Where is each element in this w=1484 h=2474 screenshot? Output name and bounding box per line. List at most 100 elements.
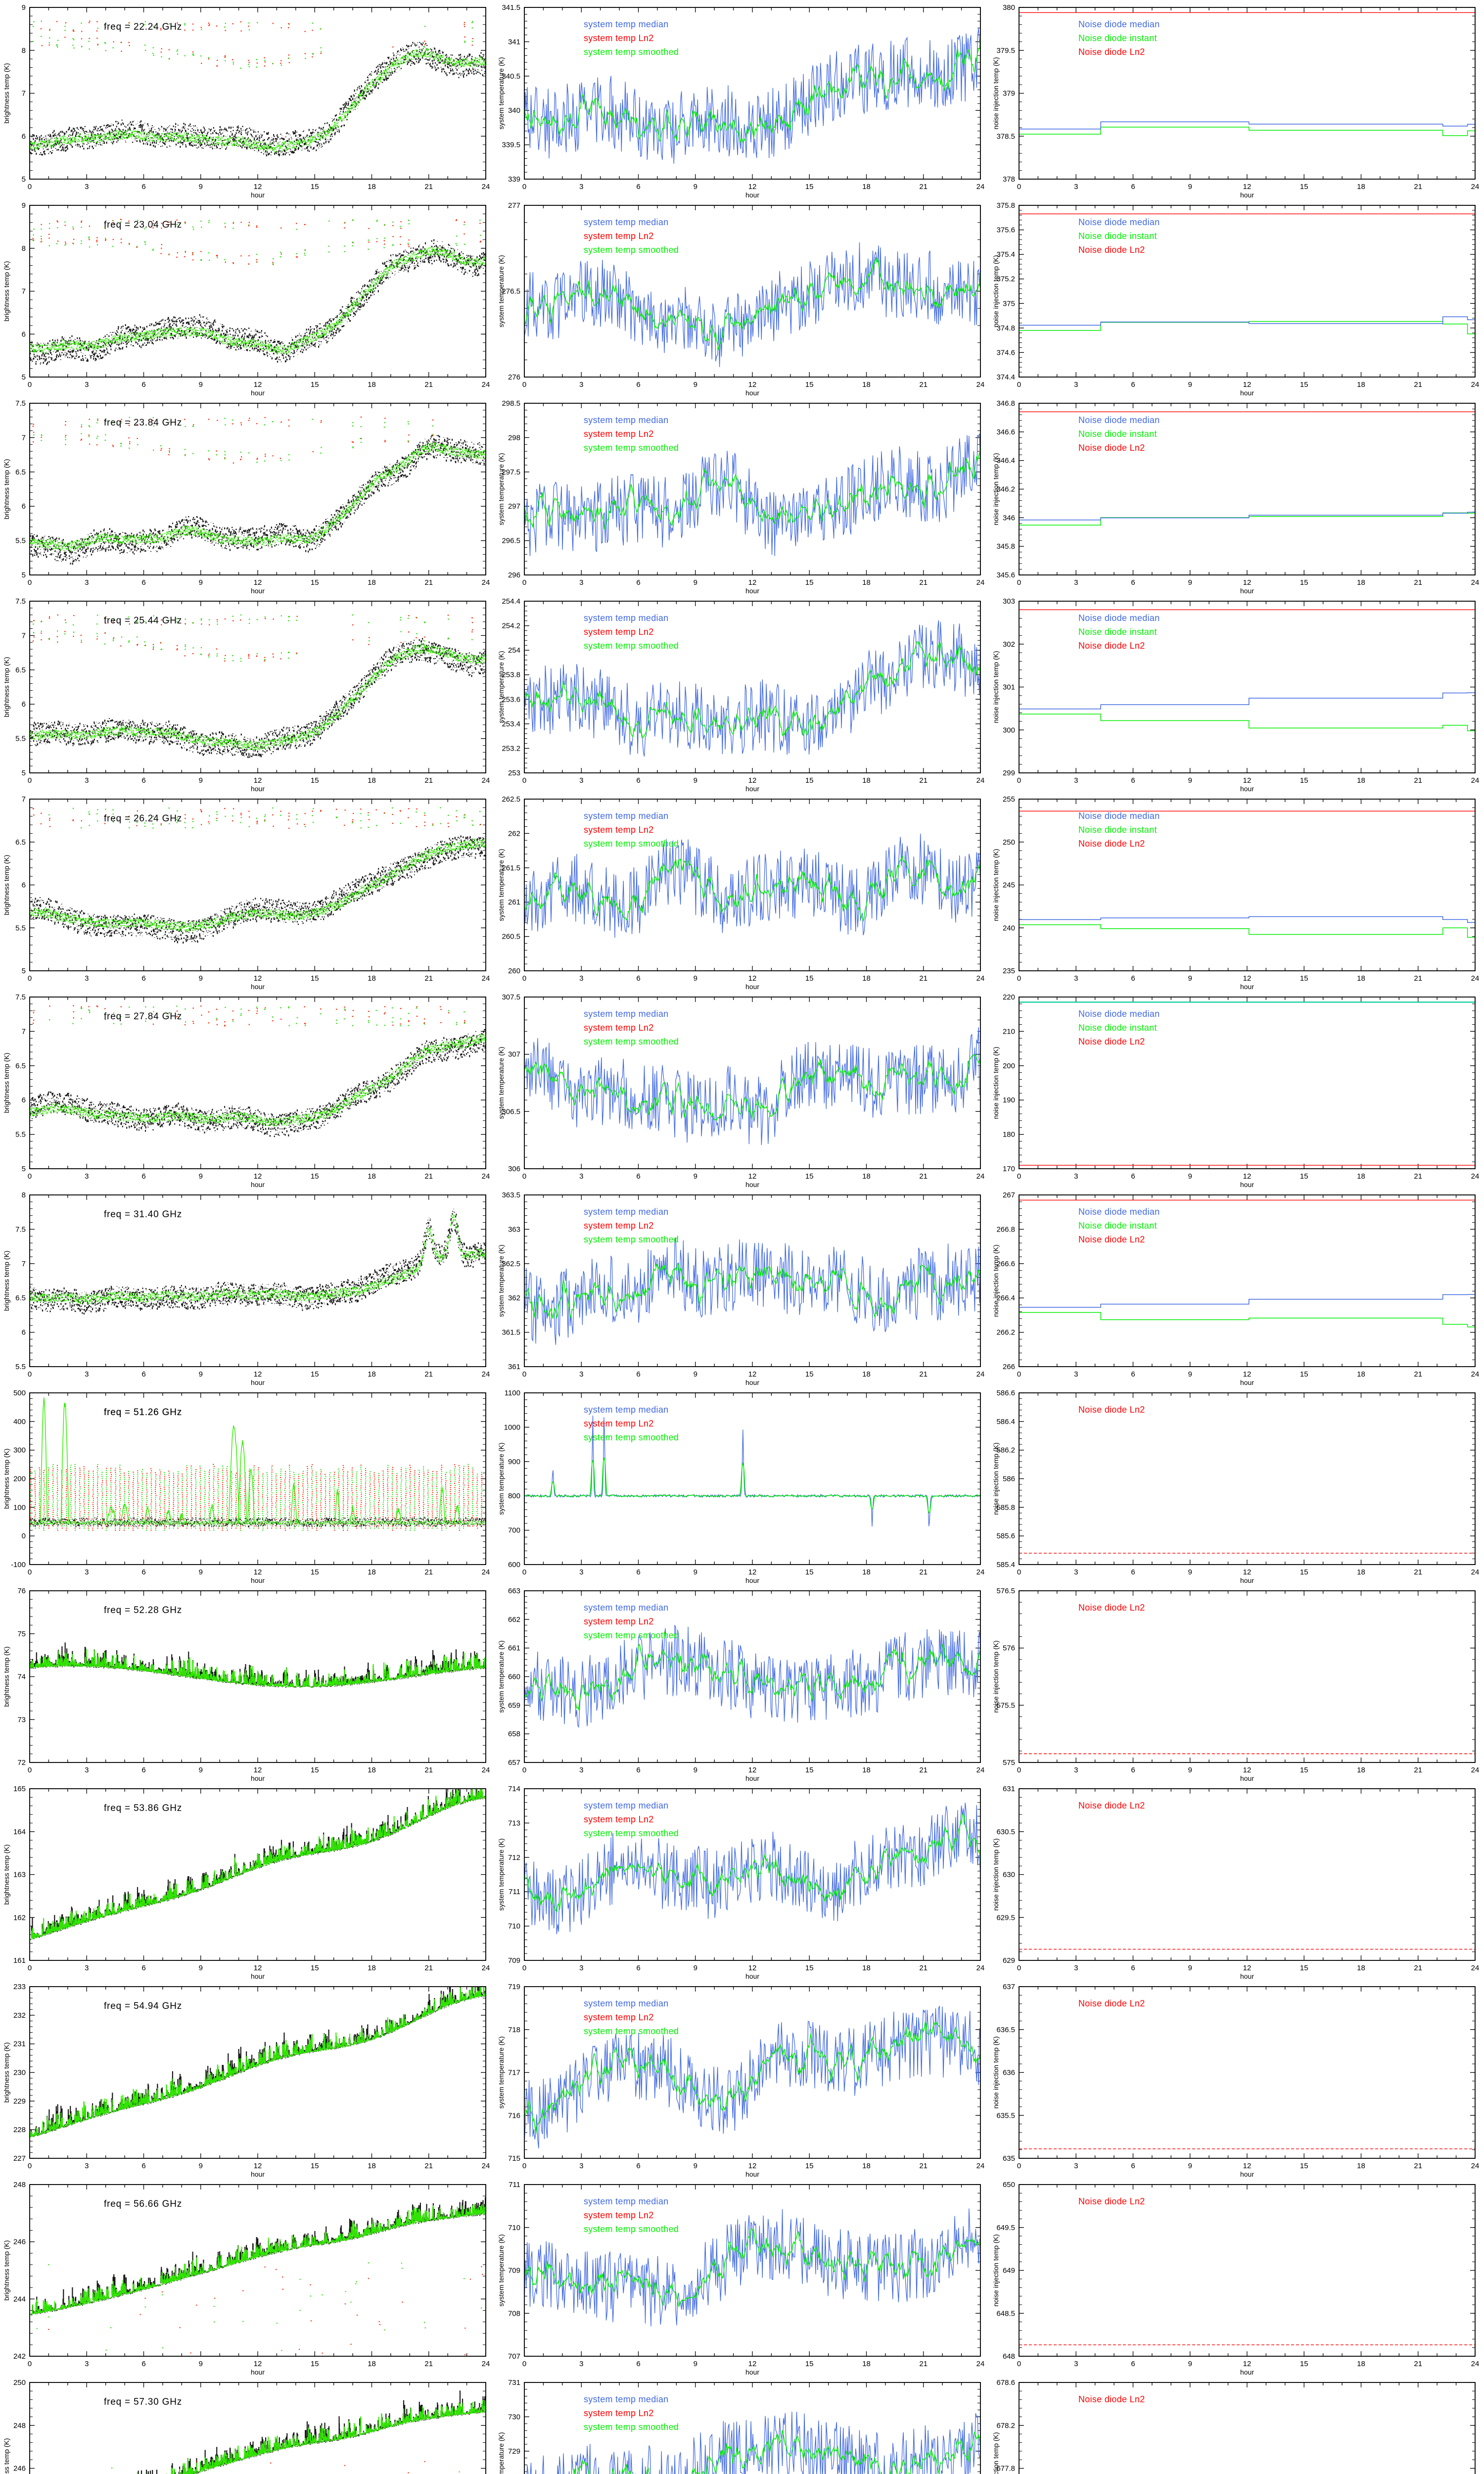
svg-text:18: 18 bbox=[862, 183, 871, 191]
svg-text:system temp smoothed: system temp smoothed bbox=[584, 1235, 679, 1244]
svg-text:24: 24 bbox=[1471, 1172, 1480, 1181]
svg-text:24: 24 bbox=[482, 381, 490, 389]
svg-text:301: 301 bbox=[1003, 683, 1015, 692]
svg-text:brightness temp (K): brightness temp (K) bbox=[2, 63, 10, 123]
svg-text:0: 0 bbox=[28, 183, 32, 191]
svg-text:system temp Ln2: system temp Ln2 bbox=[584, 429, 654, 439]
svg-text:7.5: 7.5 bbox=[15, 399, 26, 408]
svg-text:hour: hour bbox=[251, 389, 265, 396]
svg-text:12: 12 bbox=[1243, 183, 1252, 191]
svg-text:hour: hour bbox=[745, 191, 759, 198]
svg-text:0: 0 bbox=[28, 1568, 32, 1576]
svg-text:12: 12 bbox=[254, 381, 262, 389]
svg-text:9: 9 bbox=[694, 776, 697, 785]
svg-text:15: 15 bbox=[1300, 381, 1308, 389]
svg-text:6: 6 bbox=[636, 776, 640, 785]
svg-text:18: 18 bbox=[862, 776, 871, 785]
svg-text:6: 6 bbox=[1131, 578, 1135, 587]
svg-text:298.5: 298.5 bbox=[502, 399, 520, 408]
svg-text:261: 261 bbox=[508, 898, 520, 906]
svg-text:21: 21 bbox=[1414, 1172, 1422, 1181]
svg-text:0: 0 bbox=[522, 776, 526, 785]
svg-text:21: 21 bbox=[919, 974, 928, 983]
svg-text:24: 24 bbox=[976, 776, 985, 785]
svg-text:3: 3 bbox=[579, 974, 583, 983]
svg-text:hour: hour bbox=[251, 983, 265, 990]
svg-text:378: 378 bbox=[1003, 175, 1015, 184]
svg-text:6: 6 bbox=[22, 1329, 26, 1337]
svg-text:18: 18 bbox=[368, 1172, 376, 1181]
svg-text:0: 0 bbox=[28, 776, 32, 785]
svg-text:297: 297 bbox=[508, 502, 520, 511]
svg-text:9: 9 bbox=[694, 578, 697, 587]
svg-text:3: 3 bbox=[85, 776, 89, 785]
svg-text:hour: hour bbox=[1240, 785, 1254, 792]
svg-text:system temp smoothed: system temp smoothed bbox=[584, 443, 679, 453]
svg-text:12: 12 bbox=[748, 1370, 757, 1379]
svg-text:0: 0 bbox=[1017, 1172, 1021, 1181]
svg-text:303: 303 bbox=[1003, 597, 1015, 606]
svg-text:12: 12 bbox=[1243, 974, 1252, 983]
svg-text:21: 21 bbox=[1414, 776, 1422, 785]
svg-text:375.8: 375.8 bbox=[996, 201, 1015, 210]
svg-text:6: 6 bbox=[636, 974, 640, 983]
svg-text:3: 3 bbox=[85, 1370, 89, 1379]
svg-text:9: 9 bbox=[1188, 1172, 1192, 1181]
svg-text:18: 18 bbox=[1357, 776, 1365, 785]
svg-text:6.5: 6.5 bbox=[15, 666, 26, 674]
svg-text:3: 3 bbox=[85, 578, 89, 587]
svg-text:3: 3 bbox=[1074, 1172, 1078, 1181]
svg-text:500: 500 bbox=[13, 1389, 26, 1397]
svg-text:9: 9 bbox=[199, 1172, 203, 1181]
svg-text:12: 12 bbox=[1243, 578, 1252, 587]
svg-text:12: 12 bbox=[254, 578, 262, 587]
svg-text:6: 6 bbox=[636, 1370, 640, 1379]
svg-text:7: 7 bbox=[22, 90, 26, 98]
svg-text:3: 3 bbox=[579, 183, 583, 191]
svg-text:6: 6 bbox=[1131, 974, 1135, 983]
svg-text:21: 21 bbox=[919, 183, 928, 191]
svg-text:21: 21 bbox=[1414, 974, 1422, 983]
svg-text:0: 0 bbox=[522, 578, 526, 587]
svg-text:3: 3 bbox=[1074, 974, 1078, 983]
svg-text:3: 3 bbox=[1074, 578, 1078, 587]
svg-text:18: 18 bbox=[368, 1568, 376, 1576]
svg-text:363.5: 363.5 bbox=[502, 1191, 520, 1199]
svg-text:7.5: 7.5 bbox=[15, 1225, 26, 1234]
svg-text:hour: hour bbox=[1240, 1379, 1254, 1385]
svg-text:18: 18 bbox=[368, 974, 376, 983]
svg-text:0: 0 bbox=[1017, 974, 1021, 983]
svg-text:254.4: 254.4 bbox=[502, 597, 520, 606]
svg-text:299: 299 bbox=[1003, 769, 1015, 777]
svg-text:Noise diode median: Noise diode median bbox=[1078, 1207, 1160, 1217]
svg-text:18: 18 bbox=[1357, 578, 1365, 587]
svg-text:240: 240 bbox=[1003, 924, 1015, 932]
svg-text:9: 9 bbox=[22, 3, 26, 12]
svg-text:7: 7 bbox=[22, 287, 26, 296]
svg-text:12: 12 bbox=[1243, 1172, 1252, 1181]
svg-text:-100: -100 bbox=[11, 1561, 26, 1569]
svg-text:12: 12 bbox=[748, 776, 757, 785]
svg-text:8: 8 bbox=[22, 1191, 26, 1199]
svg-text:Noise diode instant: Noise diode instant bbox=[1078, 627, 1157, 637]
svg-text:267: 267 bbox=[1003, 1191, 1015, 1199]
svg-text:266.8: 266.8 bbox=[996, 1225, 1015, 1234]
svg-text:9: 9 bbox=[1188, 183, 1192, 191]
svg-text:Noise diode Ln2: Noise diode Ln2 bbox=[1078, 1037, 1145, 1047]
svg-text:brightness temp (K): brightness temp (K) bbox=[2, 657, 10, 717]
svg-text:system temp smoothed: system temp smoothed bbox=[584, 47, 679, 57]
svg-text:12: 12 bbox=[254, 776, 262, 785]
svg-text:9: 9 bbox=[1188, 776, 1192, 785]
svg-text:24: 24 bbox=[976, 1370, 985, 1379]
svg-text:6: 6 bbox=[22, 1096, 26, 1104]
svg-text:noise injection temp (K): noise injection temp (K) bbox=[992, 255, 1000, 327]
svg-text:262: 262 bbox=[508, 829, 520, 838]
svg-text:system temp median: system temp median bbox=[584, 1207, 668, 1217]
svg-text:8: 8 bbox=[22, 47, 26, 55]
svg-text:9: 9 bbox=[199, 974, 203, 983]
svg-text:0: 0 bbox=[522, 1172, 526, 1181]
svg-text:system temp Ln2: system temp Ln2 bbox=[584, 1023, 654, 1033]
svg-text:brightness temp (K): brightness temp (K) bbox=[2, 1250, 10, 1311]
svg-text:5.5: 5.5 bbox=[15, 924, 26, 932]
svg-text:hour: hour bbox=[745, 587, 759, 594]
